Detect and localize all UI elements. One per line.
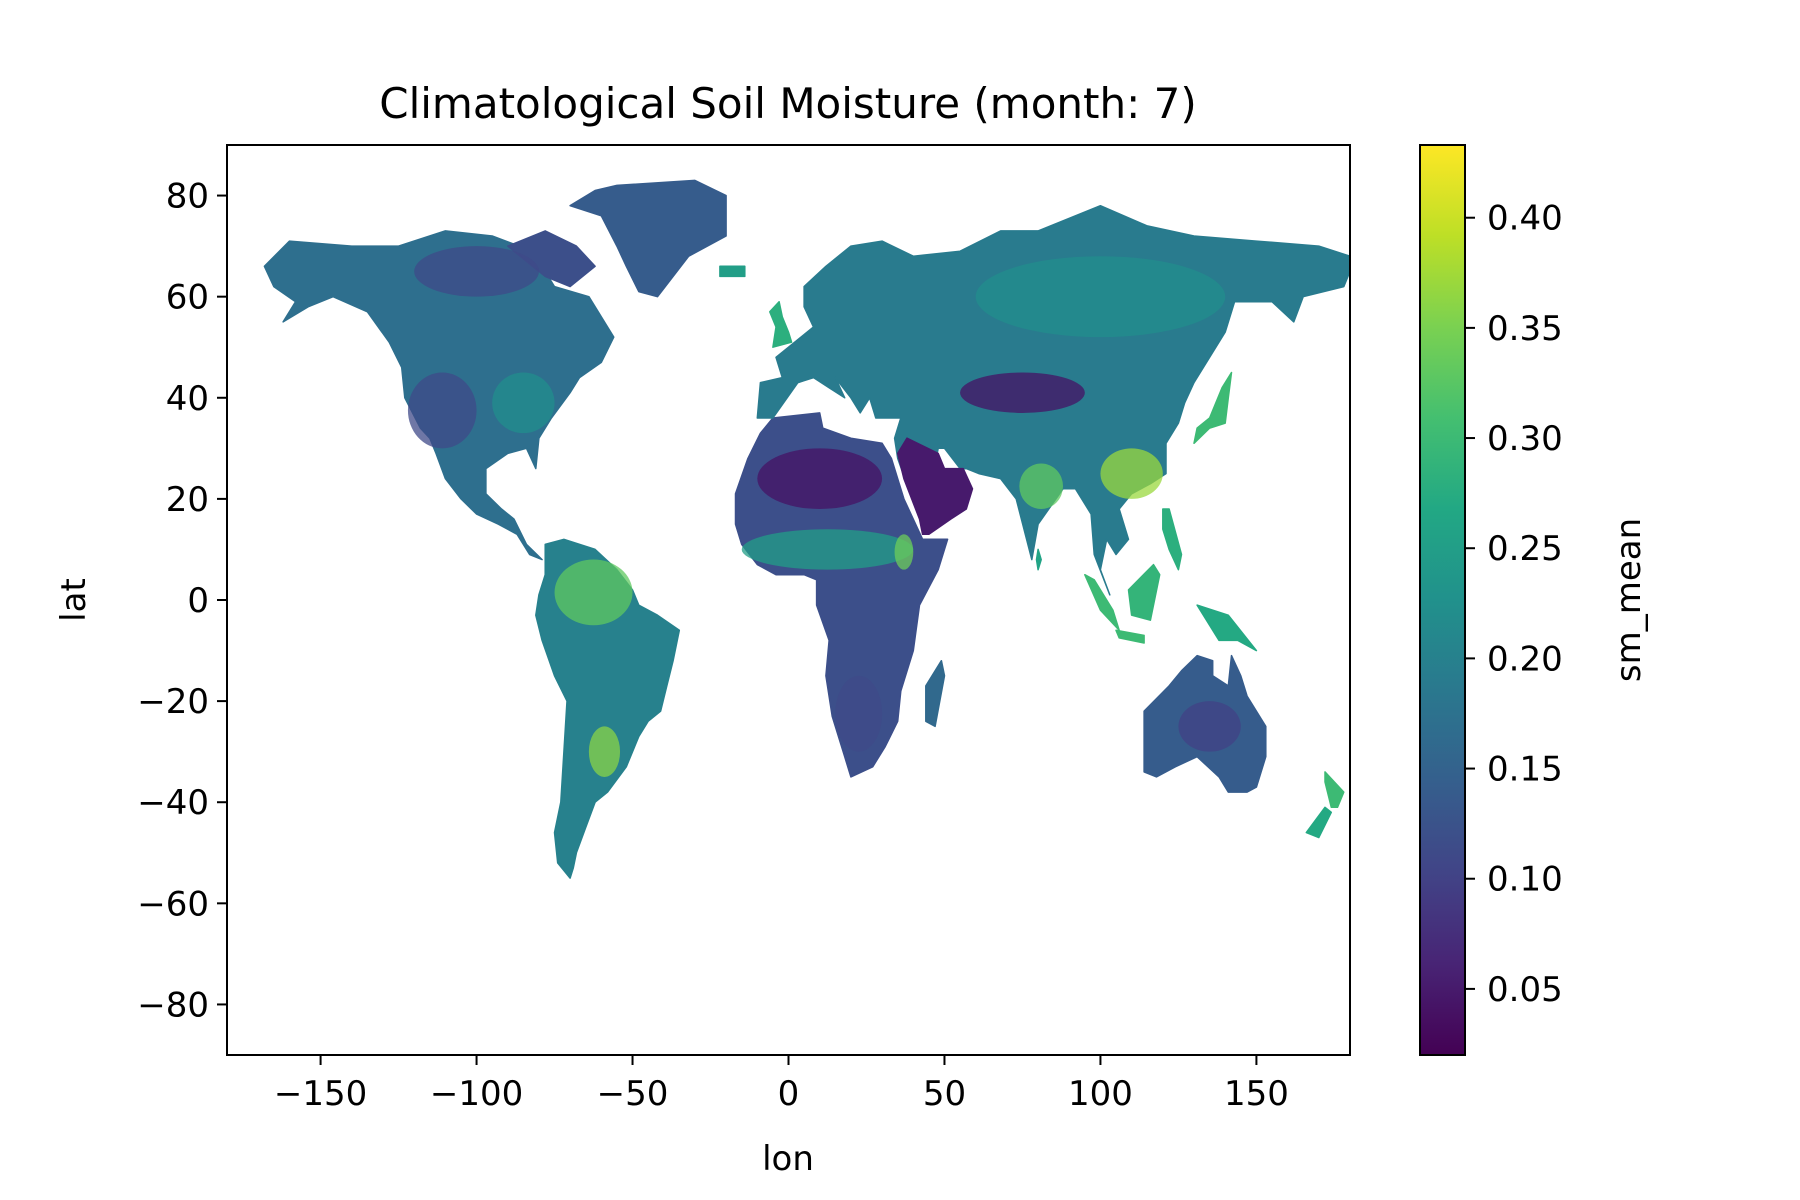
land-sumatra xyxy=(1084,573,1120,632)
y-axis-title: lat xyxy=(54,578,94,622)
map-layer xyxy=(263,179,1350,879)
y-tick-label: 0 xyxy=(187,581,209,621)
land-borneo xyxy=(1127,563,1161,621)
region-western-us-dry xyxy=(407,372,477,449)
region-pampas xyxy=(588,726,621,777)
colorbar-tick-label: 0.40 xyxy=(1487,199,1563,239)
y-tick-label: 20 xyxy=(166,480,209,520)
region-interior-australia xyxy=(1178,701,1241,752)
y-tick-label: 40 xyxy=(166,379,209,419)
land-new-guinea xyxy=(1196,604,1258,652)
colorbar-tick-label: 0.10 xyxy=(1487,860,1563,900)
land-madagascar xyxy=(925,659,946,728)
x-tick-label: 100 xyxy=(1068,1074,1133,1114)
x-tick-label: −150 xyxy=(274,1074,367,1114)
region-sahara-core xyxy=(757,448,883,509)
colorbar-tick-label: 0.15 xyxy=(1487,750,1563,790)
colorbar xyxy=(1419,144,1466,1056)
y-axis: 80 60 40 20 0 −20 −40 −60 −80 xyxy=(137,177,227,1025)
land-south-america xyxy=(535,538,681,879)
region-canadian-arctic xyxy=(414,246,539,297)
region-siberia xyxy=(975,256,1226,338)
colorbar-tick-label: 0.05 xyxy=(1487,970,1563,1010)
x-tick-label: −100 xyxy=(430,1074,523,1114)
region-south-china-wet xyxy=(1100,448,1163,499)
land-japan xyxy=(1193,371,1233,445)
land-new-zealand xyxy=(1324,771,1345,809)
region-sahel-green-belt xyxy=(741,529,914,570)
x-tick-label: 50 xyxy=(923,1074,966,1114)
region-taklamakan-central-asia xyxy=(960,372,1085,413)
region-ethiopian-highlands xyxy=(894,534,914,570)
chart-title: Climatological Soil Moisture (month: 7) xyxy=(379,79,1196,128)
land-iceland xyxy=(719,265,746,278)
land-philippines xyxy=(1162,508,1183,571)
y-tick-label: −20 xyxy=(137,682,209,722)
x-tick-label: −50 xyxy=(597,1074,669,1114)
colorbar-label: sm_mean xyxy=(1609,518,1649,682)
y-tick-label: −60 xyxy=(137,884,209,924)
x-axis-title: lon xyxy=(762,1139,814,1179)
y-tick-label: 80 xyxy=(166,177,209,217)
colorbar-tick-label: 0.25 xyxy=(1487,529,1563,569)
y-tick-label: −80 xyxy=(137,985,209,1025)
colorbar-tick-label: 0.35 xyxy=(1487,309,1563,349)
colorbar-tick-label: 0.30 xyxy=(1487,419,1563,459)
land-uk xyxy=(769,300,793,348)
colorbar-tick-label: 0.20 xyxy=(1487,639,1563,679)
y-tick-label: 60 xyxy=(166,278,209,318)
region-india-wet xyxy=(1019,463,1064,509)
x-axis: −150 −100 −50 0 50 100 150 xyxy=(274,1055,1289,1114)
x-tick-label: 0 xyxy=(778,1074,800,1114)
land-baffin-island xyxy=(507,230,596,288)
x-tick-label: 150 xyxy=(1224,1074,1289,1114)
region-amazon-north xyxy=(554,559,633,626)
land-greenland xyxy=(569,179,727,298)
land-new-zealand-south xyxy=(1305,806,1333,839)
colorbar-ticks: 0.05 0.10 0.15 0.20 0.25 0.30 0.35 0.40 xyxy=(1465,199,1563,1010)
land-arabia xyxy=(896,437,974,536)
region-eastern-us xyxy=(492,372,555,434)
y-tick-label: −40 xyxy=(137,783,209,823)
region-southern-africa-dry xyxy=(835,675,883,752)
land-java xyxy=(1115,629,1145,644)
land-sri-lanka xyxy=(1035,548,1042,571)
